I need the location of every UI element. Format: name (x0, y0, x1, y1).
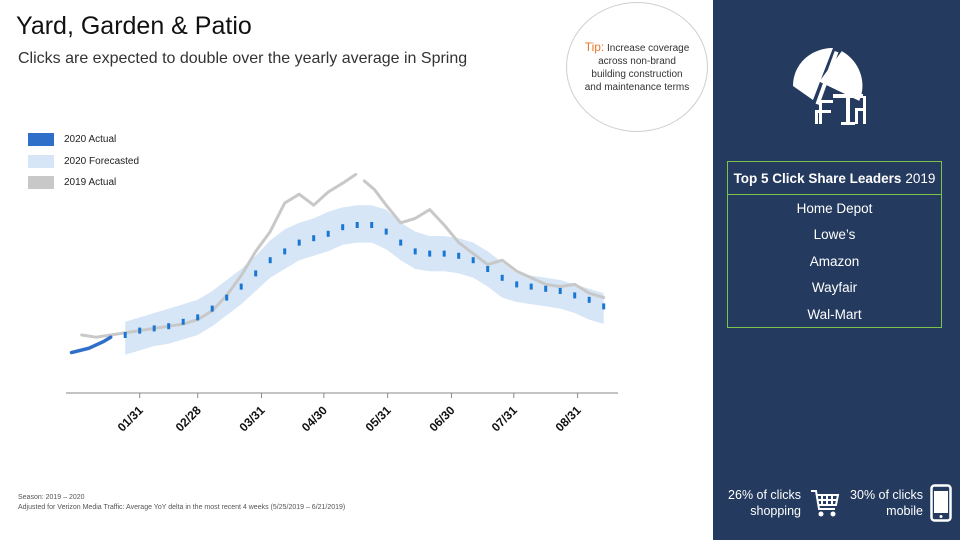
x-tick-label: 08/31 (553, 403, 584, 434)
forecast-point (529, 283, 533, 290)
forecast-point (326, 230, 330, 237)
forecast-point (573, 292, 577, 299)
forecast-point (239, 283, 243, 290)
forecast-point (341, 224, 345, 231)
forecast-point (457, 252, 461, 259)
legend-swatch-2019-actual (28, 176, 54, 190)
legend-label: 2020 Actual (64, 134, 117, 146)
page-title: Yard, Garden & Patio (16, 12, 252, 40)
forecast-point (442, 250, 446, 257)
series-line-2019-actual (80, 172, 358, 339)
tip-label: Tip: (584, 39, 605, 54)
tip-bubble: Tip: Increase coverage across non-brand … (566, 2, 708, 132)
forecast-point (123, 332, 127, 338)
click-share-leaders-table: Top 5 Click Share Leaders 2019 Home Depo… (727, 161, 942, 328)
legend-label: 2020 Forecasted (64, 155, 140, 167)
leader-item: Lowe’s (813, 227, 856, 243)
forecast-point (602, 303, 606, 310)
legend-swatch-2020-actual (28, 133, 54, 147)
x-tick-label: 01/31 (115, 403, 146, 434)
forecast-point (486, 266, 490, 272)
forecast-point (254, 270, 258, 277)
forecast-point (500, 274, 504, 281)
leader-item: Amazon (809, 253, 860, 269)
leaders-title-text: Top 5 Click Share Leaders (733, 170, 902, 186)
forecast-point (370, 222, 374, 228)
forecast-point (515, 281, 519, 288)
leader-item: Wayfair (811, 280, 858, 296)
forecast-point (196, 314, 200, 321)
shopping-cart-icon (811, 490, 840, 517)
forecast-band (125, 205, 604, 355)
forecast-point (152, 325, 156, 332)
leader-item: Wal-Mart (807, 306, 862, 322)
series-line-2019-actual (362, 179, 606, 300)
forecast-point (587, 296, 591, 303)
legend-item-2019-actual: 2019 Actual (28, 172, 139, 194)
x-tick-label: 04/30 (299, 403, 330, 434)
tip-text: Increase coverage across non-brand build… (584, 42, 690, 93)
forecast-point (210, 305, 214, 312)
leaders-title-year: 2019 (905, 170, 936, 186)
forecast-point (399, 239, 403, 246)
x-tick-label: 07/31 (489, 403, 520, 434)
forecast-point (268, 257, 272, 264)
forecast-point (312, 235, 316, 242)
leaders-title: Top 5 Click Share Leaders 2019 (728, 162, 941, 195)
shopping-clicks-stat: 26% of clicks shopping (728, 488, 801, 518)
forecast-point (283, 248, 287, 255)
legend-item-2020-actual: 2020 Actual (28, 129, 139, 151)
adjusted-note: Adjusted for Verizon Media Traffic: Aver… (18, 504, 346, 511)
legend-swatch-2020-forecasted (28, 154, 54, 168)
forecast-point (471, 257, 475, 264)
mobile-phone-icon (930, 484, 952, 522)
x-tick-label: 05/31 (363, 403, 394, 434)
legend-label: 2019 Actual (64, 177, 117, 189)
mobile-clicks-stat: 30% of clicks mobile (850, 488, 923, 518)
forecast-point (558, 288, 562, 294)
forecast-point (544, 285, 548, 292)
chart-legend: 2020 Actual 2020 Forecasted 2019 Actual (28, 129, 139, 194)
beach-umbrella-patio-icon (793, 48, 866, 125)
forecast-point (355, 222, 359, 228)
season-note: Season: 2019 – 2020 (18, 494, 85, 501)
legend-item-2020-forecasted: 2020 Forecasted (28, 151, 139, 173)
side-panel: Top 5 Click Share Leaders 2019 Home Depo… (713, 0, 960, 540)
x-tick-label: 03/31 (236, 403, 267, 434)
forecast-point (384, 228, 388, 235)
forecast-point (413, 248, 417, 255)
page-subtitle: Clicks are expected to double over the y… (18, 50, 468, 67)
leader-item: Home Depot (796, 200, 873, 216)
forecast-point (297, 239, 301, 246)
forecast-point (225, 294, 229, 301)
x-tick-label: 06/30 (426, 403, 457, 434)
x-tick-label: 02/28 (173, 403, 204, 434)
clicks-chart: 01/31 02/28 03/31 04/30 05/31 06/30 07/31 08/31 (66, 172, 618, 434)
forecast-point (138, 327, 142, 334)
forecast-point (181, 318, 185, 325)
forecast-point (428, 250, 432, 257)
forecast-point (167, 323, 171, 330)
series-line-2020-actual (69, 335, 113, 355)
